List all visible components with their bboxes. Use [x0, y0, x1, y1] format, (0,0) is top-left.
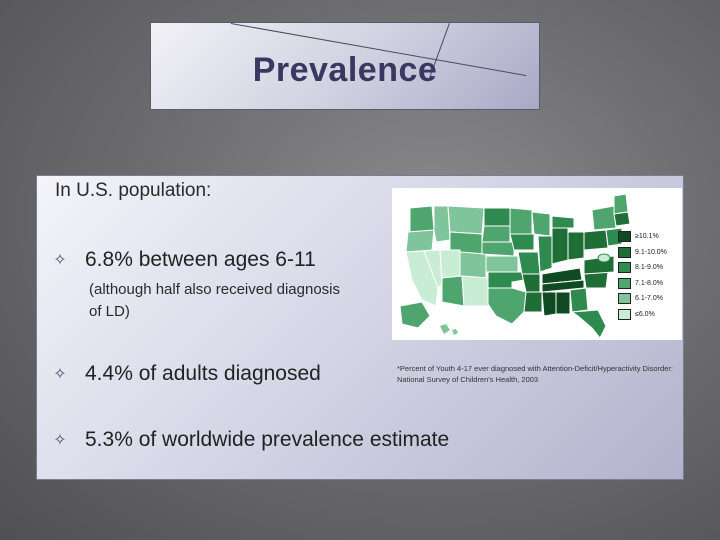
legend-swatch — [618, 277, 631, 289]
map-state — [567, 231, 585, 261]
map-caption: *Percent of Youth 4-17 ever diagnosed wi… — [397, 364, 673, 384]
map-state — [481, 225, 511, 243]
map-state — [517, 251, 541, 275]
map-state-hawaii — [452, 329, 458, 335]
legend-swatch — [618, 293, 631, 305]
map-legend: ≥10.1% 9.1-10.0% 8.1-9.0% 7.1-8.0% 6.1-7.0% ≤… — [618, 229, 667, 322]
legend-label: 8.1-9.0% — [635, 264, 664, 272]
sparkle-bullet-icon: ✧ — [53, 366, 67, 383]
bullet-item: ✧ 6.8% between ages 6-11 — [51, 248, 316, 272]
bullet-text: 5.3% of worldwide prevalence estimate — [85, 428, 450, 451]
intro-text: In U.S. population: — [55, 180, 212, 201]
map-state — [441, 275, 465, 307]
legend-item: 6.1-7.0% — [618, 291, 667, 307]
map-state — [481, 241, 515, 257]
us-map-image: ≥10.1% 9.1-10.0% 8.1-9.0% 7.1-8.0% 6.1-7.0% ≤… — [392, 188, 682, 340]
map-state-alaska — [399, 301, 431, 329]
legend-swatch — [618, 246, 631, 258]
map-state — [409, 205, 435, 233]
map-state — [569, 287, 589, 313]
map-state — [461, 275, 489, 307]
map-state — [570, 309, 607, 339]
legend-label: ≤6.0% — [635, 310, 655, 318]
map-state — [613, 211, 631, 227]
legend-item: 8.1-9.0% — [618, 260, 667, 276]
legend-label: 9.1-10.0% — [635, 248, 667, 256]
legend-label: 6.1-7.0% — [635, 295, 664, 303]
map-state — [509, 233, 535, 251]
legend-item: 9.1-10.0% — [618, 245, 667, 261]
legend-item: ≥10.1% — [618, 229, 667, 245]
map-state — [439, 249, 461, 279]
bullet-item: ✧ 4.4% of adults diagnosed — [51, 362, 321, 386]
bullet-item: ✧ 5.3% of worldwide prevalence estimate — [51, 428, 449, 452]
map-state — [537, 235, 553, 273]
dc-marker — [597, 253, 611, 263]
map-state — [459, 251, 487, 279]
map-state — [531, 211, 551, 237]
map-state — [541, 291, 557, 317]
legend-swatch — [618, 262, 631, 274]
map-state — [555, 291, 571, 315]
map-state — [483, 207, 511, 227]
map-state — [591, 205, 617, 231]
legend-swatch — [618, 308, 631, 320]
map-state — [583, 229, 609, 251]
map-state — [583, 271, 609, 289]
map-state — [521, 273, 541, 293]
bullet-text: 6.8% between ages 6-11 — [85, 248, 316, 271]
sparkle-bullet-icon: ✧ — [53, 432, 67, 449]
sub-note: (although half also received diagnosis o… — [89, 281, 340, 320]
legend-item: ≤6.0% — [618, 307, 667, 323]
legend-item: 7.1-8.0% — [618, 276, 667, 292]
map-state-hawaii — [440, 324, 450, 334]
map-state — [523, 291, 543, 313]
map-state — [551, 215, 575, 229]
legend-label: 7.1-8.0% — [635, 279, 664, 287]
map-state — [405, 229, 435, 253]
sparkle-bullet-icon: ✧ — [53, 252, 67, 269]
us-map-svg — [399, 193, 631, 339]
legend-swatch — [618, 231, 631, 243]
title-box: Prevalence — [150, 22, 540, 110]
content-box: In U.S. population: ✧ 6.8% between ages … — [36, 175, 684, 480]
map-state — [509, 207, 533, 235]
map-state — [485, 255, 519, 273]
map-state — [447, 205, 485, 235]
legend-label: ≥10.1% — [635, 233, 659, 241]
slide-title: Prevalence — [252, 51, 438, 89]
map-state — [551, 227, 569, 265]
map-state — [433, 205, 451, 243]
map-state — [487, 271, 525, 289]
map-state — [487, 287, 527, 325]
bullet-text: 4.4% of adults diagnosed — [85, 362, 321, 385]
map-state — [613, 193, 629, 215]
